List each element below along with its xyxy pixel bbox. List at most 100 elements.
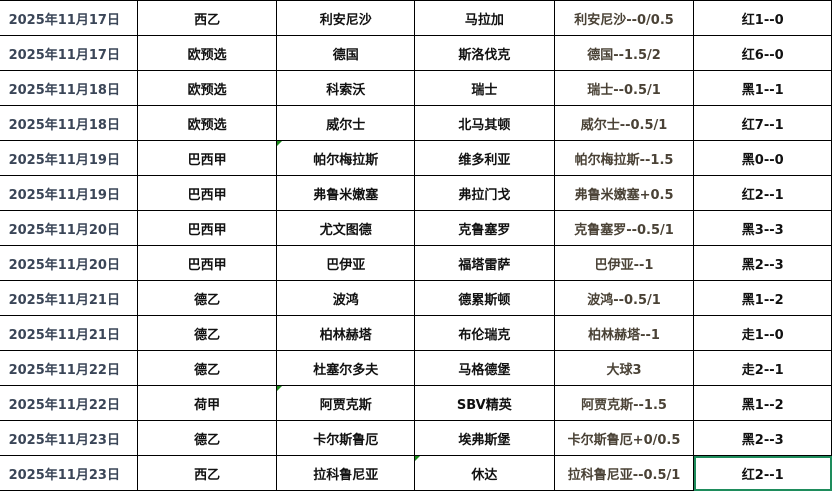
table-row: 2025年11月18日 欧预选 威尔士 北马其顿 威尔士--0.5/1 红7--1 — [0, 105, 832, 141]
league-cell[interactable]: 巴西甲 — [136, 140, 278, 176]
home-team-cell[interactable]: 卡尔斯鲁厄 — [276, 420, 416, 456]
league-cell[interactable]: 德乙 — [136, 315, 278, 351]
home-team-cell[interactable]: 德国 — [276, 35, 416, 71]
handicap-cell[interactable]: 瑞士--0.5/1 — [553, 70, 695, 106]
handicap-cell[interactable]: 巴伊亚--1 — [553, 245, 695, 281]
handicap-cell[interactable]: 柏林赫塔--1 — [553, 315, 695, 351]
result-cell[interactable]: 黑1--1 — [693, 70, 832, 106]
league-cell[interactable]: 巴西甲 — [136, 210, 278, 246]
date-cell[interactable]: 2025年11月23日 — [0, 455, 138, 491]
table-row: 2025年11月17日 欧预选 德国 斯洛伐克 德国--1.5/2 红6--0 — [0, 35, 832, 71]
away-team-cell[interactable]: 马格德堡 — [414, 350, 555, 386]
handicap-cell[interactable]: 利安尼沙--0/0.5 — [553, 0, 695, 36]
table-row: 2025年11月21日 德乙 柏林赫塔 布伦瑞克 柏林赫塔--1 走1--0 — [0, 315, 832, 351]
result-cell[interactable]: 红6--0 — [693, 35, 832, 71]
table-row: 2025年11月22日 荷甲 阿贾克斯 SBV精英 阿贾克斯--1.5 黑1--2 — [0, 385, 832, 421]
handicap-cell[interactable]: 威尔士--0.5/1 — [553, 105, 695, 141]
date-cell[interactable]: 2025年11月17日 — [0, 0, 138, 36]
handicap-cell[interactable]: 波鸿--0.5/1 — [553, 280, 695, 316]
league-cell[interactable]: 巴西甲 — [136, 175, 278, 211]
table-row: 2025年11月17日 西乙 利安尼沙 马拉加 利安尼沙--0/0.5 红1--0 — [0, 0, 832, 36]
home-team-cell[interactable]: 利安尼沙 — [276, 0, 416, 36]
result-cell[interactable]: 黑1--2 — [693, 385, 832, 421]
league-cell[interactable]: 西乙 — [136, 0, 278, 36]
date-cell[interactable]: 2025年11月20日 — [0, 245, 138, 281]
away-team-cell[interactable]: 瑞士 — [414, 70, 555, 106]
away-team-cell[interactable]: SBV精英 — [414, 385, 555, 421]
home-team-cell[interactable]: 弗鲁米嫩塞 — [276, 175, 416, 211]
league-cell[interactable]: 巴西甲 — [136, 245, 278, 281]
home-team-cell[interactable]: 科索沃 — [276, 70, 416, 106]
handicap-cell[interactable]: 帕尔梅拉斯--1.5 — [553, 140, 695, 176]
result-cell[interactable]: 黑0--0 — [693, 140, 832, 176]
away-team-cell[interactable]: 福塔雷萨 — [414, 245, 555, 281]
handicap-cell[interactable]: 阿贾克斯--1.5 — [553, 385, 695, 421]
handicap-cell[interactable]: 拉科鲁尼亚--0.5/1 — [553, 455, 695, 491]
table-row: 2025年11月23日 西乙 拉科鲁尼亚 休达 拉科鲁尼亚--0.5/1 红2--1 — [0, 455, 832, 491]
result-cell[interactable]: 红1--0 — [693, 0, 832, 36]
away-team-cell[interactable]: 马拉加 — [414, 0, 555, 36]
comment-marker-icon — [415, 456, 421, 461]
handicap-cell[interactable]: 克鲁塞罗--0.5/1 — [553, 210, 695, 246]
league-cell[interactable]: 西乙 — [136, 455, 278, 491]
date-cell[interactable]: 2025年11月23日 — [0, 420, 138, 456]
date-cell[interactable]: 2025年11月19日 — [0, 140, 138, 176]
date-cell[interactable]: 2025年11月18日 — [0, 105, 138, 141]
home-team-cell[interactable]: 巴伊亚 — [276, 245, 416, 281]
date-cell[interactable]: 2025年11月18日 — [0, 70, 138, 106]
league-cell[interactable]: 欧预选 — [136, 105, 278, 141]
result-cell[interactable]: 黑1--2 — [693, 280, 832, 316]
away-team-cell[interactable]: 斯洛伐克 — [414, 35, 555, 71]
table-row: 2025年11月20日 巴西甲 巴伊亚 福塔雷萨 巴伊亚--1 黑2--3 — [0, 245, 832, 281]
home-team-cell[interactable]: 阿贾克斯 — [276, 385, 416, 421]
home-team-cell[interactable]: 拉科鲁尼亚 — [276, 455, 416, 491]
league-cell[interactable]: 欧预选 — [136, 70, 278, 106]
home-team-cell[interactable]: 威尔士 — [276, 105, 416, 141]
handicap-cell[interactable]: 大球3 — [553, 350, 695, 386]
table-row: 2025年11月19日 巴西甲 帕尔梅拉斯 维多利亚 帕尔梅拉斯--1.5 黑0--0 — [0, 140, 832, 176]
home-team-cell[interactable]: 杜塞尔多夫 — [276, 350, 416, 386]
away-team-cell[interactable]: 埃弗斯堡 — [414, 420, 555, 456]
away-team-cell[interactable]: 北马其顿 — [414, 105, 555, 141]
table-row: 2025年11月20日 巴西甲 尤文图德 克鲁塞罗 克鲁塞罗--0.5/1 黑3--3 — [0, 210, 832, 246]
league-cell[interactable]: 德乙 — [136, 280, 278, 316]
date-cell[interactable]: 2025年11月19日 — [0, 175, 138, 211]
date-cell[interactable]: 2025年11月21日 — [0, 280, 138, 316]
comment-marker-icon — [277, 386, 283, 391]
result-cell[interactable]: 走2--1 — [693, 350, 832, 386]
comment-marker-icon — [277, 141, 283, 146]
league-cell[interactable]: 德乙 — [136, 350, 278, 386]
handicap-cell[interactable]: 德国--1.5/2 — [553, 35, 695, 71]
table-row: 2025年11月23日 德乙 卡尔斯鲁厄 埃弗斯堡 卡尔斯鲁厄+0/0.5 黑2--3 — [0, 420, 832, 456]
date-cell[interactable]: 2025年11月17日 — [0, 35, 138, 71]
result-cell[interactable]: 红2--1 — [693, 175, 832, 211]
result-cell[interactable]: 红7--1 — [693, 105, 832, 141]
away-team-cell[interactable]: 休达 — [414, 455, 555, 491]
league-cell[interactable]: 荷甲 — [136, 385, 278, 421]
league-cell[interactable]: 欧预选 — [136, 35, 278, 71]
table-row: 2025年11月19日 巴西甲 弗鲁米嫩塞 弗拉门戈 弗鲁米嫩塞+0.5 红2--1 — [0, 175, 832, 211]
result-cell[interactable]: 黑2--3 — [693, 420, 832, 456]
away-team-cell[interactable]: 克鲁塞罗 — [414, 210, 555, 246]
date-cell[interactable]: 2025年11月22日 — [0, 350, 138, 386]
home-team-cell[interactable]: 帕尔梅拉斯 — [276, 140, 416, 176]
handicap-cell[interactable]: 弗鲁米嫩塞+0.5 — [553, 175, 695, 211]
result-cell[interactable]: 黑3--3 — [693, 210, 832, 246]
table-row: 2025年11月22日 德乙 杜塞尔多夫 马格德堡 大球3 走2--1 — [0, 350, 832, 386]
date-cell[interactable]: 2025年11月21日 — [0, 315, 138, 351]
date-cell[interactable]: 2025年11月22日 — [0, 385, 138, 421]
home-team-cell[interactable]: 柏林赫塔 — [276, 315, 416, 351]
result-cell[interactable]: 黑2--3 — [693, 245, 832, 281]
league-cell[interactable]: 德乙 — [136, 420, 278, 456]
result-cell[interactable]: 走1--0 — [693, 315, 832, 351]
away-team-cell[interactable]: 布伦瑞克 — [414, 315, 555, 351]
away-team-cell[interactable]: 德累斯顿 — [414, 280, 555, 316]
home-team-cell[interactable]: 波鸿 — [276, 280, 416, 316]
home-team-cell[interactable]: 尤文图德 — [276, 210, 416, 246]
date-cell[interactable]: 2025年11月20日 — [0, 210, 138, 246]
handicap-cell[interactable]: 卡尔斯鲁厄+0/0.5 — [553, 420, 695, 456]
away-team-cell[interactable]: 维多利亚 — [414, 140, 555, 176]
away-team-cell[interactable]: 弗拉门戈 — [414, 175, 555, 211]
result-cell[interactable]: 红2--1 — [693, 455, 832, 491]
